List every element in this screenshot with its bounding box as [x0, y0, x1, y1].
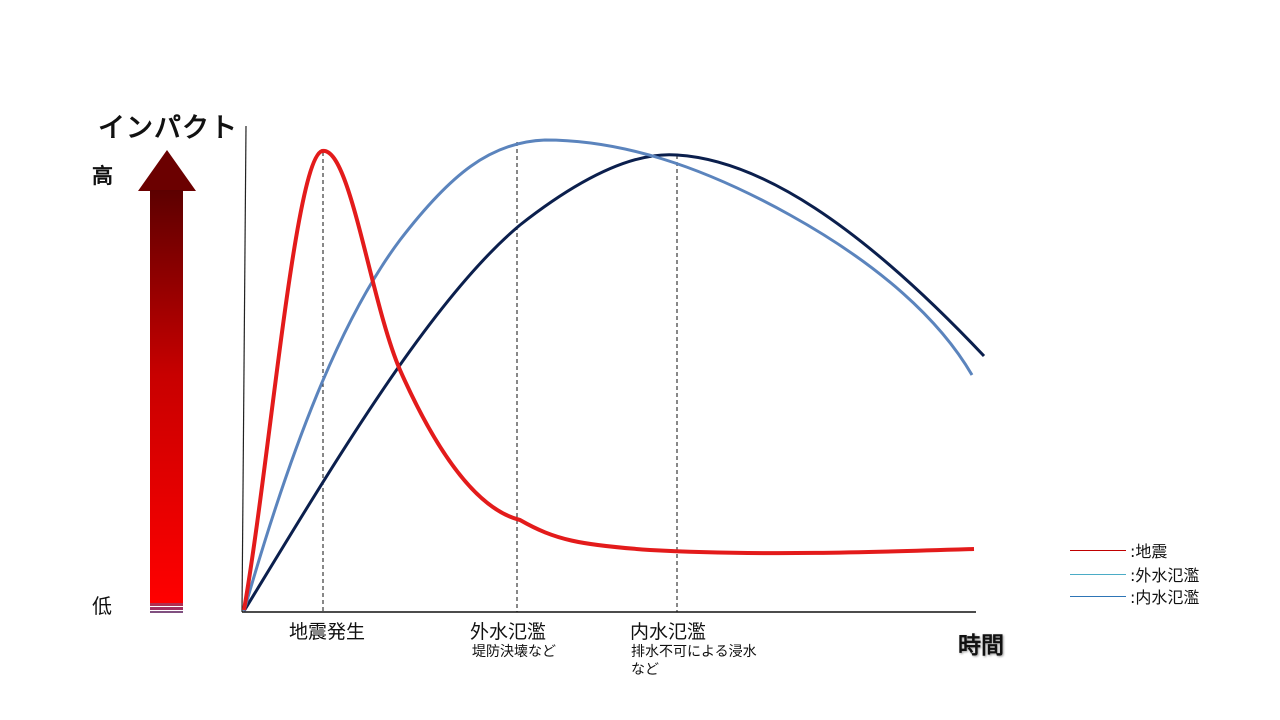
event-external-flood-sub: 堤防決壊など — [472, 644, 556, 660]
legend-label: :外水氾濫 — [1130, 566, 1200, 585]
event-internal-flood-sub: 排水不可による浸水 — [631, 644, 757, 660]
impact-arrow-icon — [138, 150, 196, 613]
legend-item-earthquake: :地震 — [1070, 538, 1167, 562]
curve-internal-flood — [242, 153, 986, 612]
event-earthquake-label: 地震発生 — [289, 621, 366, 643]
y-axis-title: インパクト — [98, 113, 238, 144]
legend-line-icon — [1070, 549, 1126, 551]
legend-label: :内水氾濫 — [1130, 588, 1200, 607]
legend-label: :地震 — [1130, 542, 1168, 561]
curve-earthquake — [242, 148, 975, 611]
y-axis — [241, 125, 247, 613]
legend-item-internal-flood: :内水氾濫 — [1070, 584, 1199, 608]
event-internal-flood-label: 内水氾濫 — [630, 621, 707, 643]
high-label: 高 — [92, 164, 113, 188]
event-internal-flood-sub2: など — [631, 662, 659, 678]
x-axis-title: 時間 — [958, 633, 1004, 659]
legend-item-external-flood: :外水氾濫 — [1070, 562, 1199, 586]
event-external-flood-label: 外水氾濫 — [470, 621, 547, 643]
curve-external-flood — [242, 138, 974, 612]
legend-line-icon — [1070, 595, 1126, 597]
legend-line-icon — [1070, 573, 1126, 575]
low-label: 低 — [92, 594, 112, 618]
